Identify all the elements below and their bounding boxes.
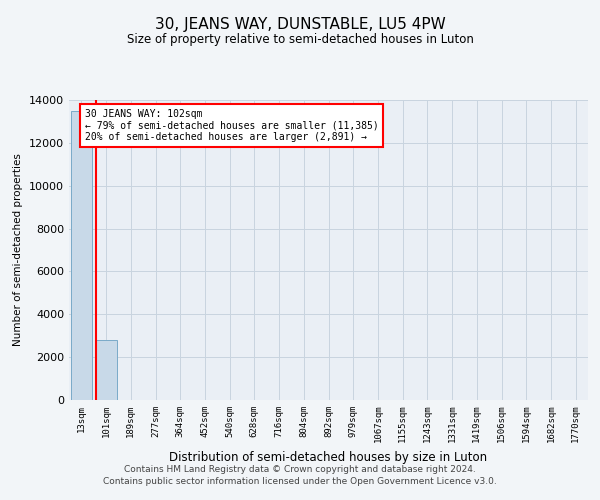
- X-axis label: Distribution of semi-detached houses by size in Luton: Distribution of semi-detached houses by …: [169, 451, 488, 464]
- Text: Contains HM Land Registry data © Crown copyright and database right 2024.: Contains HM Land Registry data © Crown c…: [124, 466, 476, 474]
- Text: Size of property relative to semi-detached houses in Luton: Size of property relative to semi-detach…: [127, 34, 473, 46]
- Text: 30 JEANS WAY: 102sqm
← 79% of semi-detached houses are smaller (11,385)
20% of s: 30 JEANS WAY: 102sqm ← 79% of semi-detac…: [85, 109, 379, 142]
- Bar: [71, 110, 92, 400]
- Y-axis label: Number of semi-detached properties: Number of semi-detached properties: [13, 154, 23, 346]
- Text: 30, JEANS WAY, DUNSTABLE, LU5 4PW: 30, JEANS WAY, DUNSTABLE, LU5 4PW: [155, 18, 445, 32]
- Bar: [95, 340, 116, 400]
- Text: Contains public sector information licensed under the Open Government Licence v3: Contains public sector information licen…: [103, 476, 497, 486]
